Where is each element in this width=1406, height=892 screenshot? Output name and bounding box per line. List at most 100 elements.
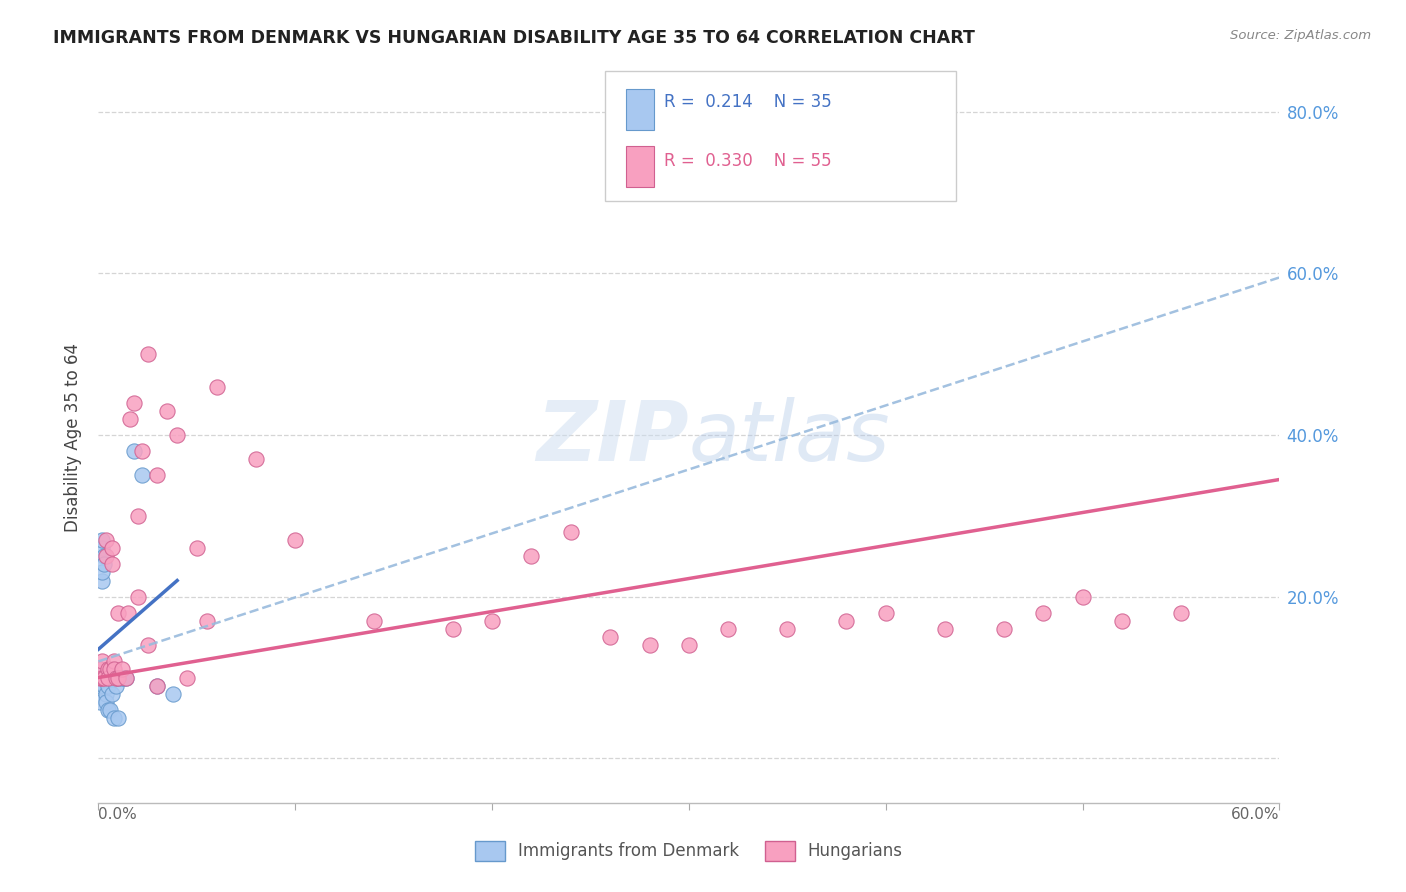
Point xyxy=(117,606,139,620)
Point xyxy=(98,662,121,676)
Point xyxy=(96,533,118,548)
Point xyxy=(91,566,114,580)
Text: Source: ZipAtlas.com: Source: ZipAtlas.com xyxy=(1230,29,1371,42)
Point xyxy=(96,687,118,701)
Point xyxy=(717,622,740,636)
Point xyxy=(560,524,582,539)
Point xyxy=(115,671,138,685)
Point xyxy=(131,444,153,458)
Point xyxy=(638,638,661,652)
Point xyxy=(93,549,115,564)
Point xyxy=(96,695,118,709)
Point xyxy=(678,638,700,652)
Point xyxy=(89,662,111,676)
Point xyxy=(1071,590,1094,604)
Point xyxy=(89,695,111,709)
Text: ZIP: ZIP xyxy=(536,397,689,477)
Point xyxy=(118,412,141,426)
Point xyxy=(146,679,169,693)
Point xyxy=(103,711,125,725)
Point xyxy=(97,671,120,685)
Point xyxy=(441,622,464,636)
Point xyxy=(107,711,129,725)
Point xyxy=(136,347,159,361)
Point xyxy=(481,614,503,628)
Point xyxy=(146,468,169,483)
Point xyxy=(107,671,129,685)
Point xyxy=(105,671,128,685)
Point xyxy=(520,549,543,564)
Point xyxy=(98,671,121,685)
Point xyxy=(1111,614,1133,628)
Point xyxy=(97,671,120,685)
Point xyxy=(122,444,145,458)
Point xyxy=(93,558,115,572)
Point xyxy=(91,671,114,685)
Point xyxy=(103,671,125,685)
Point xyxy=(111,671,134,685)
Point xyxy=(363,614,385,628)
Point xyxy=(112,671,135,685)
Point xyxy=(166,428,188,442)
Text: IMMIGRANTS FROM DENMARK VS HUNGARIAN DISABILITY AGE 35 TO 64 CORRELATION CHART: IMMIGRANTS FROM DENMARK VS HUNGARIAN DIS… xyxy=(53,29,976,46)
Point xyxy=(96,549,118,564)
Point xyxy=(89,662,111,676)
Point xyxy=(105,679,128,693)
Point xyxy=(103,662,125,676)
Point xyxy=(1170,606,1192,620)
Point xyxy=(91,574,114,588)
Legend: Immigrants from Denmark, Hungarians: Immigrants from Denmark, Hungarians xyxy=(468,834,910,868)
Point xyxy=(96,671,118,685)
Point xyxy=(127,590,149,604)
Point xyxy=(89,679,111,693)
Point xyxy=(875,606,897,620)
Point xyxy=(89,671,111,685)
Text: 0.0%: 0.0% xyxy=(98,807,138,822)
Point xyxy=(101,558,124,572)
Point xyxy=(107,606,129,620)
Point xyxy=(205,379,228,393)
Point xyxy=(284,533,307,548)
Point xyxy=(98,703,121,717)
Point xyxy=(107,671,129,685)
Y-axis label: Disability Age 35 to 64: Disability Age 35 to 64 xyxy=(63,343,82,532)
Text: R =  0.330    N = 55: R = 0.330 N = 55 xyxy=(664,153,831,170)
Point xyxy=(127,508,149,523)
Point xyxy=(156,404,179,418)
Point xyxy=(1032,606,1054,620)
Point xyxy=(111,662,134,676)
Point xyxy=(103,654,125,668)
Point xyxy=(115,671,138,685)
Point xyxy=(93,679,115,693)
Point xyxy=(186,541,208,556)
Point xyxy=(101,687,124,701)
Point xyxy=(136,638,159,652)
Point xyxy=(91,541,114,556)
Point xyxy=(97,703,120,717)
Point xyxy=(176,671,198,685)
Point xyxy=(91,533,114,548)
Point xyxy=(122,395,145,409)
Point xyxy=(97,679,120,693)
Text: R =  0.214    N = 35: R = 0.214 N = 35 xyxy=(664,94,831,112)
Point xyxy=(146,679,169,693)
Point xyxy=(101,671,124,685)
Point xyxy=(195,614,218,628)
Text: atlas: atlas xyxy=(689,397,890,477)
Text: 60.0%: 60.0% xyxy=(1232,807,1279,822)
Point xyxy=(599,630,621,644)
Point xyxy=(131,468,153,483)
Point xyxy=(91,671,114,685)
Point xyxy=(934,622,956,636)
Point xyxy=(835,614,858,628)
Point xyxy=(93,671,115,685)
Point xyxy=(245,452,267,467)
Point xyxy=(97,662,120,676)
Point xyxy=(776,622,799,636)
Point xyxy=(162,687,184,701)
Point xyxy=(89,671,111,685)
Point xyxy=(91,654,114,668)
Point xyxy=(993,622,1015,636)
Point xyxy=(101,541,124,556)
Point xyxy=(93,671,115,685)
